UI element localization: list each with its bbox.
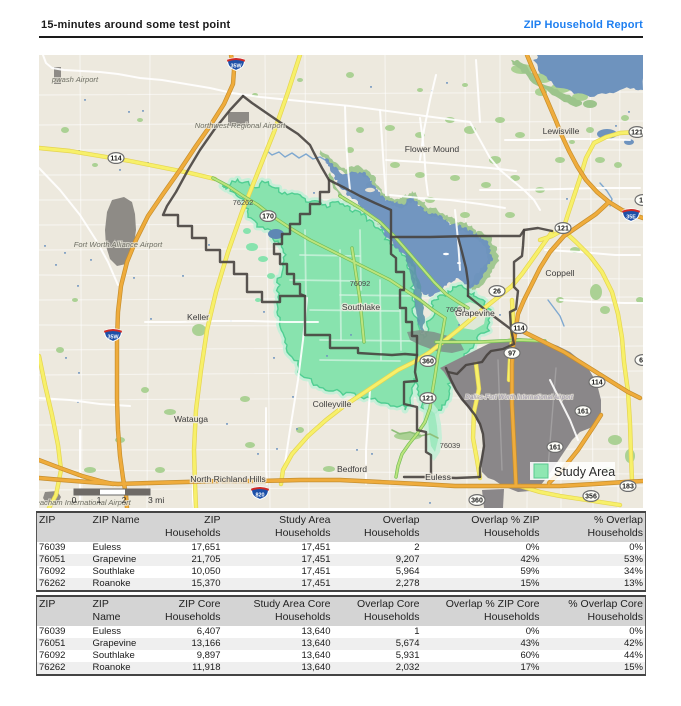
svg-text:97: 97 — [508, 350, 516, 357]
svg-text:63: 63 — [639, 357, 643, 364]
svg-text:3 mi: 3 mi — [148, 495, 164, 505]
svg-text:35E: 35E — [626, 214, 636, 220]
svg-text:Keller: Keller — [187, 312, 209, 322]
svg-text:Dallas-Fort Worth Internationa: Dallas-Fort Worth International Airport — [465, 394, 573, 401]
svg-text:Bedford: Bedford — [337, 464, 367, 474]
svg-text:Northwest Regional Airport: Northwest Regional Airport — [195, 121, 286, 130]
svg-text:Lewisville: Lewisville — [543, 126, 580, 136]
svg-text:North Richland Hills: North Richland Hills — [190, 474, 265, 484]
svg-text:161: 161 — [577, 408, 589, 415]
svg-text:121: 121 — [422, 395, 434, 402]
svg-text:12: 12 — [639, 197, 643, 204]
svg-text:121: 121 — [557, 225, 569, 232]
svg-text:114: 114 — [110, 155, 121, 162]
svg-text:35W: 35W — [107, 334, 119, 340]
svg-text:360: 360 — [422, 358, 434, 365]
svg-text:1: 1 — [97, 495, 102, 505]
svg-text:360: 360 — [471, 497, 483, 504]
svg-text:Euless: Euless — [425, 472, 451, 482]
svg-text:76262: 76262 — [233, 198, 254, 207]
svg-text:Southlake: Southlake — [342, 302, 380, 312]
svg-text:114: 114 — [591, 379, 602, 386]
svg-text:Flower Mound: Flower Mound — [405, 144, 460, 154]
svg-text:Fort Worth Alliance Airport: Fort Worth Alliance Airport — [74, 240, 163, 249]
svg-text:183: 183 — [622, 483, 634, 490]
svg-text:pwash Airport: pwash Airport — [51, 75, 99, 84]
svg-text:170: 170 — [262, 213, 274, 220]
svg-text:161: 161 — [549, 444, 561, 451]
svg-text:76092: 76092 — [350, 279, 371, 288]
svg-text:Meacham International Airport: Meacham International Airport — [39, 498, 132, 507]
svg-text:114: 114 — [513, 325, 524, 332]
svg-text:Watauga: Watauga — [174, 414, 208, 424]
svg-text:Study Area: Study Area — [554, 465, 615, 479]
svg-text:Grapevine: Grapevine — [455, 308, 495, 318]
svg-text:0: 0 — [72, 495, 77, 505]
svg-text:820: 820 — [256, 492, 265, 498]
svg-text:Colleyville: Colleyville — [313, 399, 352, 409]
svg-text:76051: 76051 — [446, 305, 467, 314]
svg-text:2: 2 — [122, 495, 127, 505]
svg-text:35W: 35W — [230, 63, 242, 69]
svg-text:121: 121 — [631, 129, 643, 136]
svg-text:76039: 76039 — [440, 441, 461, 450]
svg-text:26: 26 — [493, 288, 501, 295]
svg-text:356: 356 — [585, 493, 597, 500]
svg-text:Coppell: Coppell — [545, 268, 574, 278]
